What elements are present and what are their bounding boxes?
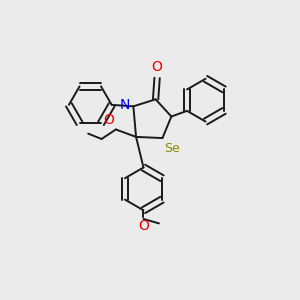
Text: Se: Se bbox=[164, 142, 180, 154]
Text: O: O bbox=[152, 60, 163, 74]
Text: O: O bbox=[103, 113, 114, 127]
Text: N: N bbox=[119, 98, 130, 112]
Text: O: O bbox=[138, 219, 149, 233]
